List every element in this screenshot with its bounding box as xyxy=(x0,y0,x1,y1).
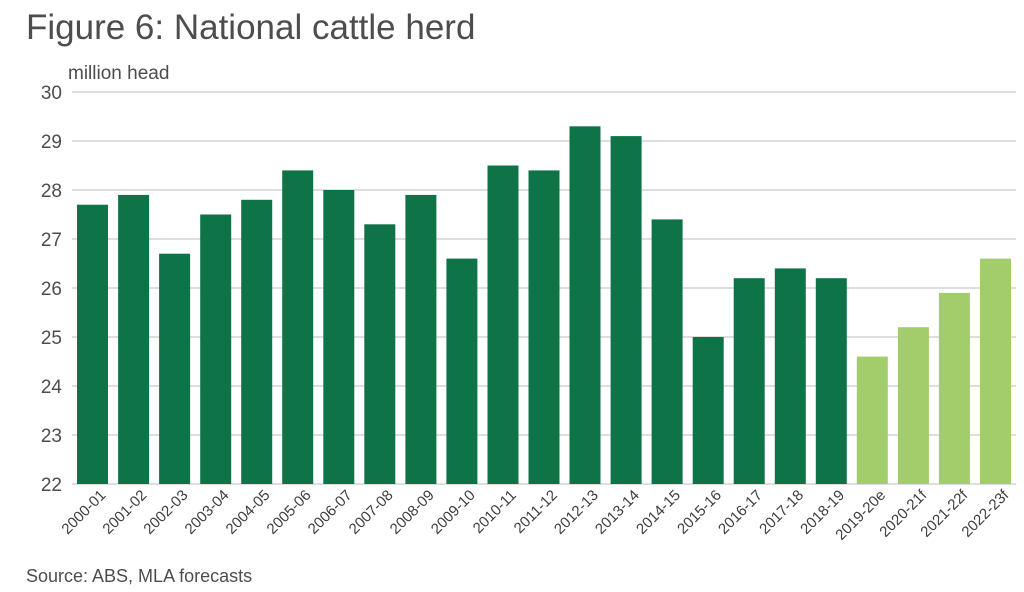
bar-2008-09 xyxy=(405,194,437,484)
bar-2020-21f xyxy=(897,327,929,484)
y-tick-label: 28 xyxy=(41,181,62,202)
y-tick-label: 30 xyxy=(41,83,62,104)
y-axis-unit-label: million head xyxy=(68,63,169,84)
bar-2009-10 xyxy=(446,258,478,484)
source-note: Source: ABS, MLA forecasts xyxy=(26,566,253,586)
y-tick-label: 26 xyxy=(41,279,62,300)
x-tick-label: 2014-15 xyxy=(633,487,684,538)
x-tick-label: 2002-03 xyxy=(140,487,191,538)
y-tick-label: 29 xyxy=(41,132,62,153)
bar-2010-11 xyxy=(487,165,519,484)
x-tick-label: 2016-17 xyxy=(715,487,766,538)
bar-2018-19 xyxy=(815,278,847,484)
bar-2003-04 xyxy=(200,214,232,484)
bar-2005-06 xyxy=(282,170,314,484)
y-tick-label: 23 xyxy=(41,426,62,447)
bar-2006-07 xyxy=(323,190,355,484)
x-tick-label: 2008-09 xyxy=(387,487,438,538)
bar-2015-16 xyxy=(692,337,724,484)
x-tick-label: 2012-13 xyxy=(551,487,602,538)
bar-2016-17 xyxy=(733,278,765,484)
y-tick-label: 25 xyxy=(41,328,62,349)
bar-2017-18 xyxy=(774,268,806,484)
x-tick-label: 2017-18 xyxy=(756,487,807,538)
x-tick-label: 2015-16 xyxy=(674,487,725,538)
bar-2012-13 xyxy=(569,126,601,485)
bar-2004-05 xyxy=(241,199,273,485)
bar-2002-03 xyxy=(159,253,191,484)
bars xyxy=(77,126,1011,485)
x-tick-label: 2010-11 xyxy=(470,487,520,537)
x-tick-label: 2005-06 xyxy=(264,487,315,538)
x-tick-label: 2000-01 xyxy=(58,487,109,538)
x-tick-label: 2004-05 xyxy=(223,487,274,538)
x-axis-ticks: 2000-012001-022002-032003-042004-052005-… xyxy=(58,486,1012,543)
bar-2019-20e xyxy=(856,356,888,484)
bar-2007-08 xyxy=(364,224,396,485)
chart-title: Figure 6: National cattle herd xyxy=(26,8,476,47)
y-tick-label: 22 xyxy=(41,475,62,496)
x-tick-label: 2013-14 xyxy=(592,487,643,538)
bar-2011-12 xyxy=(528,170,560,484)
y-axis-ticks: 22 23 24 25 26 27 28 29 30 xyxy=(41,83,63,496)
bar-2013-14 xyxy=(610,136,642,484)
y-tick-label: 27 xyxy=(41,230,62,251)
y-tick-label: 24 xyxy=(41,377,63,398)
bar-2021-22f xyxy=(938,292,970,484)
x-tick-label: 2006-07 xyxy=(305,487,356,538)
x-tick-label: 2007-08 xyxy=(346,487,397,538)
bar-2000-01 xyxy=(77,204,108,484)
x-tick-label: 2003-04 xyxy=(182,487,233,538)
x-tick-label: 2009-10 xyxy=(428,487,479,538)
x-tick-label: 2001-02 xyxy=(99,487,150,538)
bar-2001-02 xyxy=(118,194,150,484)
bar-2022-23f xyxy=(980,258,1011,484)
bar-2014-15 xyxy=(651,219,683,484)
